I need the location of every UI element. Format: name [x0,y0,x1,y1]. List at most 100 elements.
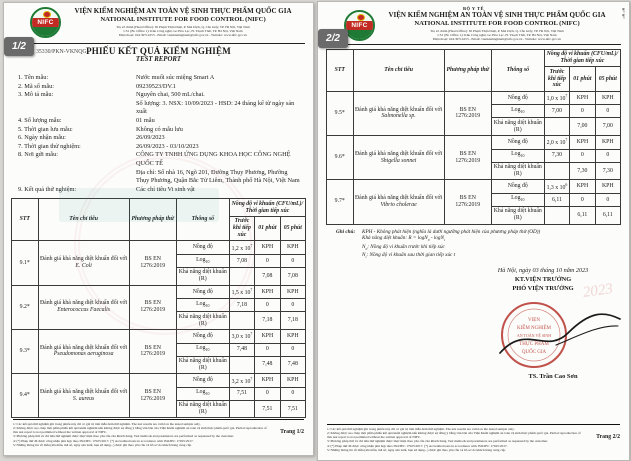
cell-before [228,311,256,330]
col-5min: 05 phút [594,66,622,92]
cell-5min: 7,51 [279,399,307,419]
table-row: Log10 7,30 0 0 [327,148,622,163]
page-number: Trang 1/2 [280,429,304,436]
footnote-line: 5/ Những thông tin về mẫu (tên mẫu, mã s… [327,447,506,452]
cell-5min: 7,00 [594,117,622,136]
logo-text: NIFC [32,18,59,28]
note-line: Khả năng diệt khuẩn: R = logN0 - logNt [362,235,445,243]
logo-top [32,9,59,19]
cell-before: 1,0 x 107 [543,90,571,106]
col-1min: 01 phút [569,66,596,92]
table-subheader-row: Trước khi tiếp xúc 01 phút 05 phút [327,66,622,92]
address-line: CS1 (Br. Office 1): Khu Công nghệ cao Hò… [437,32,557,37]
col-before: Trước khi tiếp xúc [543,66,571,92]
cell-5min: KPH [279,240,307,256]
cell-method: BS EN 1276:2019 [128,373,177,419]
info-label: 1. Tên mẫu: [18,74,49,81]
cell-method: BS EN 1276:2019 [443,134,492,181]
report-page-2: ¶ ¶ BỘ Y TẾ NIFC VIỆN KIỂM NGHIỆM AN TOÀN… [317,1,630,461]
cell-before: 3,0 x 107 [228,328,256,344]
info-value: Nguyên chai, 500 mL/chai. Số lượng: 3. NS… [136,91,295,116]
cell-1min: 7,08 [254,266,281,286]
col-5min: 05 phút [279,215,307,242]
col-method: Phương pháp thử [128,198,177,242]
footnote-line: 3/ Phương pháp thử và chỉ tiêu thử nghiệ… [327,439,548,444]
table-row: Log10 7,51 0 0 [12,386,307,401]
page-indicator-badge-1: 1/2 [4,37,34,56]
cell-1min: KPH [254,284,281,300]
note-line: Ghi chú: KPH - Không phát hiện (nghĩa là… [336,228,541,235]
cell-before: 2,0 x 107 [543,134,571,150]
cell-param: Nồng độ [490,134,545,150]
col-method: Phương pháp thử [443,48,492,92]
cell-1min: 0 [569,148,596,163]
cell-method: BS EN 1276:2019 [128,240,177,286]
table-row: 9.5* Đánh giá khả năng diệt khuẩn đối vớ… [326,90,622,136]
info-label: 3. Mô tả mẫu: [18,91,54,99]
cell-5min: 0 [279,254,307,268]
address-line: Điện thoại: 024.39714253 - Email: vienki… [119,33,247,38]
address-line: Trụ sở chính (Head Office): 65 Phạm Thận… [116,24,250,29]
footnote-line: 2/ Không được sao chép một phần phiếu kế… [13,425,267,435]
signature-block: Hà Nội, ngày 03 tháng 10 năm 2023 KT.VIỆ… [318,265,629,395]
cell-param: Log10 [175,254,230,268]
info-row: 7. Thời gian thử nghiệm: 26/09/2023 - 03… [18,143,301,152]
cell-name: Đánh giá khả năng diệt khuẩn đối với Ent… [37,284,130,330]
address-line: CS1 (Br. Office 1): Khu Công nghệ cao Hò… [123,28,243,33]
cell-method: BS EN 1276:2019 [443,90,492,136]
cell-1min: 7,18 [254,311,281,330]
cell-1min: 7,30 [569,161,596,181]
info-value: Không có mẫu lưu [136,125,183,133]
nifc-logo-icon: NIFC [344,10,375,41]
table-row: Khả năng diệt khuẩn (R) 7,18 7,18 [12,311,307,330]
info-row: 8. Nơi gửi mẫu: CÔNG TY TNHH ỨNG DỤNG KH… [18,151,301,185]
note-line: N0: Nồng độ vi khuẩn trước khi tiếp xúc [362,243,445,251]
cell-before [543,205,571,225]
signer-name: TS. Trần Cao Sơn [528,372,578,380]
col-param: Thông số [175,198,230,242]
table-header-row: STT Tên chỉ tiêu Phương pháp thử Thông s… [11,198,307,242]
cell-5min: 0 [594,148,622,163]
col-1min: 01 phút [254,215,281,242]
logo-bottom [32,27,59,36]
address-line: Điện thoại: 024.39714253 - Email: vienki… [433,37,561,42]
cell-stt: 9.7* [326,179,354,225]
cell-name: Đánh giá khả năng diệt khuẩn đối với Sal… [352,90,445,136]
info-value: Các chỉ tiêu Vi sinh vật [136,185,195,193]
cell-before [543,161,571,181]
cell-5min: 0 [279,386,307,401]
page-indicator-badge-2: 2/2 [318,29,348,48]
col-concentration-group: Nồng độ vi khuẩn (CFU/mL)/ Thời gian tiế… [543,48,622,68]
logo-top [346,12,373,22]
notes-block: Ghi chú: KPH - Không phát hiện (nghĩa là… [336,229,629,261]
info-row: 2. Mã số mẫu: 09239523/DV.1 [18,83,301,92]
table-row: 9.3* Đánh giá khả năng diệt khuẩn đối vớ… [11,328,307,375]
info-label: 4. Số lượng mẫu: [18,116,62,124]
info-row: 6. Ngày nhận mẫu: 26/09/2023 [18,134,301,143]
header-divider [326,43,621,45]
info-label: 6. Ngày nhận mẫu: [18,134,66,142]
cell-1min: KPH [254,328,281,344]
document-number: 35330/PKN-VKNQG [36,49,87,55]
cell-param: Log10 [490,192,545,207]
cell-param: Khả năng diệt khuẩn (R) [490,117,545,136]
col-before: Trước khi tiếp xúc [228,215,256,242]
cell-param: Log10 [490,148,545,163]
page1-footer: 1/ Các kết quả thử nghiệm ghi trong phiế… [13,419,304,447]
svg-text:VIỆN: VIỆN [528,317,540,323]
cell-5min: 7,48 [279,355,307,375]
svg-text:KIỂM NGHIỆM: KIỂM NGHIỆM [517,325,552,331]
cell-5min: 0 [594,192,622,207]
cell-1min: KPH [569,179,596,194]
cell-before [543,117,571,136]
cell-5min: 0 [279,298,307,313]
table-subheader-row: Trước khi tiếp xúc 01 phút 05 phút [12,215,307,242]
cell-param: Nồng độ [175,284,230,300]
report-title: PHIẾU KẾT QUẢ KIỂM NGHIỆM [86,46,231,56]
footnote-line: 4/ (*) Phép thử đã được công nhận phù hợ… [13,438,194,443]
info-row: 9. Kết quả thử nghiệm: Các chỉ tiêu Vi s… [18,186,301,195]
table-row: Khả năng diệt khuẩn (R) 6,11 6,11 [327,205,622,225]
cell-5min: KPH [279,284,307,300]
report-page-1: NIFC VIỆN KIỂM NGHIỆM AN TOÀN VỆ SINH TH… [3,2,314,456]
cell-1min: 0 [569,104,596,119]
